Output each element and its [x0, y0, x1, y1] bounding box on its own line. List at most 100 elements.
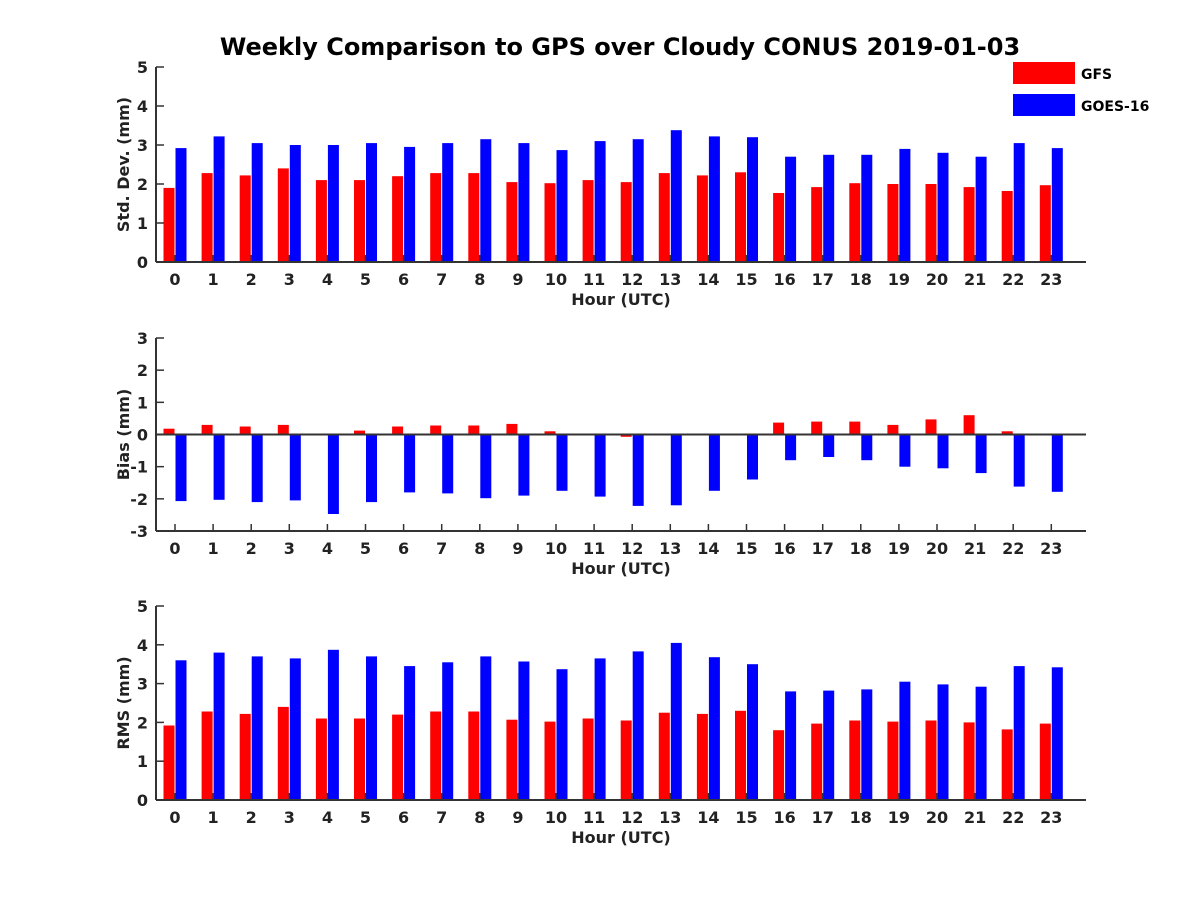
bias-bar-goes16-20	[937, 434, 949, 469]
stddev-bar-gfs-0	[163, 187, 175, 262]
legend-swatch-goes16	[1013, 94, 1075, 116]
rms-bar-goes16-2	[251, 656, 263, 800]
stddev-bar-goes16-10	[556, 150, 568, 262]
stddev-bar-goes16-11	[594, 141, 606, 262]
stddev-xtick-label: 22	[1002, 270, 1024, 289]
stddev-xtick-label: 9	[512, 270, 523, 289]
stddev-bar-goes16-12	[632, 139, 644, 262]
bias-bar-goes16-23	[1051, 434, 1063, 492]
rms-ytick-label: 2	[137, 713, 148, 732]
bias-bar-gfs-8	[468, 425, 480, 435]
rms-xtick-label: 2	[246, 808, 257, 827]
rms-bar-goes16-23	[1051, 667, 1063, 800]
bias-bar-gfs-9	[506, 423, 518, 435]
rms-xtick-label: 6	[398, 808, 409, 827]
rms-bar-goes16-3	[289, 658, 301, 800]
bias-xtick-label: 20	[926, 539, 948, 558]
stddev-xtick-label: 15	[735, 270, 757, 289]
stddev-xtick-label: 14	[697, 270, 719, 289]
rms-xtick-label: 5	[360, 808, 371, 827]
stddev-xtick-label: 6	[398, 270, 409, 289]
legend-label-goes16: GOES-16	[1081, 99, 1149, 115]
stddev-xtick-label: 21	[964, 270, 986, 289]
rms-ytick-label: 0	[137, 791, 148, 810]
bias-bar-goes16-0	[175, 434, 187, 502]
stddev-bar-goes16-15	[747, 137, 758, 262]
bias-bar-gfs-16	[773, 422, 785, 435]
stddev-ytick-label: 1	[137, 214, 148, 233]
rms-xtick-label: 13	[659, 808, 681, 827]
rms-bar-gfs-11	[582, 718, 594, 800]
rms-bar-goes16-7	[442, 662, 454, 800]
bias-bar-goes16-12	[632, 434, 644, 506]
bias-xtick-label: 1	[208, 539, 219, 558]
bias-xtick-label: 7	[436, 539, 447, 558]
rms-bar-gfs-22	[1001, 729, 1013, 800]
bias-bar-goes16-17	[823, 434, 835, 457]
bias-ytick-label: 2	[137, 361, 148, 380]
bias-ytick-label: -3	[130, 522, 148, 541]
stddev-bar-gfs-13	[658, 173, 670, 262]
bias-ytick-label: -2	[130, 490, 148, 509]
bias-bar-gfs-6	[392, 426, 404, 435]
bias-bar-goes16-1	[213, 434, 225, 500]
stddev-bar-goes16-2	[251, 143, 263, 262]
stddev-bar-goes16-7	[442, 143, 454, 262]
bias-xtick-label: 9	[512, 539, 523, 558]
bias-bar-goes16-10	[556, 434, 568, 491]
bias-bar-goes16-22	[1013, 434, 1025, 487]
rms-xtick-label: 8	[474, 808, 485, 827]
rms-bar-goes16-0	[175, 660, 187, 800]
rms-xtick-label: 0	[169, 808, 180, 827]
rms-xtick-label: 22	[1002, 808, 1024, 827]
rms-bar-goes16-10	[556, 669, 568, 800]
stddev-bar-gfs-6	[392, 176, 404, 262]
stddev-bar-gfs-8	[468, 173, 480, 262]
bias-bar-gfs-3	[277, 424, 289, 435]
stddev-xtick-label: 0	[169, 270, 180, 289]
bias-bar-goes16-5	[366, 434, 377, 503]
stddev-xtick-label: 11	[583, 270, 605, 289]
stddev-bar-goes16-21	[975, 156, 987, 262]
bias-ytick-label: 3	[137, 329, 148, 348]
bias-xtick-label: 23	[1040, 539, 1062, 558]
rms-x-axis-label: Hour (UTC)	[571, 828, 671, 847]
rms-bar-gfs-21	[963, 722, 975, 800]
rms-bar-gfs-10	[544, 721, 556, 800]
bias-bar-goes16-7	[442, 434, 454, 494]
bias-bar-goes16-8	[480, 434, 492, 499]
bias-bar-goes16-14	[708, 434, 720, 491]
legend-label-gfs: GFS	[1081, 67, 1112, 83]
rms-bar-goes16-18	[861, 689, 873, 800]
stddev-ytick-label: 4	[137, 97, 148, 116]
rms-bar-gfs-0	[163, 725, 175, 800]
chart-title: Weekly Comparison to GPS over Cloudy CON…	[220, 33, 1020, 61]
bias-xtick-label: 10	[545, 539, 567, 558]
rms-xtick-label: 23	[1040, 808, 1062, 827]
rms-bar-goes16-16	[785, 691, 797, 800]
stddev-bar-goes16-20	[937, 152, 949, 262]
rms-bar-gfs-13	[658, 712, 670, 800]
stddev-bar-gfs-20	[925, 184, 937, 262]
rms-xtick-label: 7	[436, 808, 447, 827]
stddev-ytick-label: 3	[137, 136, 148, 155]
stddev-bar-gfs-3	[277, 168, 289, 262]
rms-bar-goes16-15	[747, 664, 758, 800]
rms-ytick-label: 5	[137, 597, 148, 616]
stddev-xtick-label: 20	[926, 270, 948, 289]
rms-xtick-label: 4	[322, 808, 333, 827]
stddev-bar-gfs-9	[506, 182, 518, 262]
bias-bar-goes16-3	[289, 434, 301, 501]
stddev-bar-goes16-8	[480, 139, 492, 262]
bias-bar-gfs-2	[239, 426, 251, 435]
bias-bar-goes16-13	[670, 434, 682, 506]
bias-xtick-label: 0	[169, 539, 180, 558]
bias-bar-gfs-12	[620, 434, 632, 437]
rms-bar-goes16-17	[823, 690, 835, 800]
rms-bar-gfs-1	[201, 711, 213, 800]
stddev-bar-gfs-15	[735, 172, 746, 262]
stddev-bar-goes16-19	[899, 148, 911, 262]
